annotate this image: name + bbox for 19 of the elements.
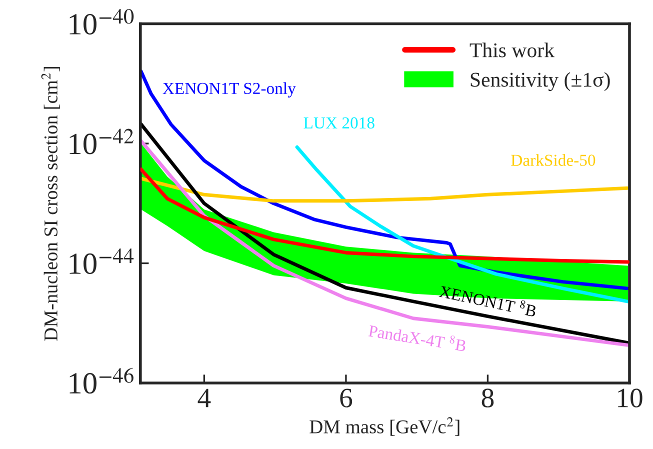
y-tick-label: 10$^{−44}$ bbox=[70, 248, 134, 274]
line-series bbox=[140, 176, 630, 203]
series-label: XENON1T S2-only bbox=[162, 82, 296, 98]
legend-label: Sensitivity (±1σ) bbox=[470, 72, 610, 92]
x-tick-label: 8 bbox=[482, 388, 494, 408]
series-label: LUX 2018 bbox=[304, 117, 374, 129]
x-axis-title: DM mass [GeV/c$^{2}$] bbox=[310, 417, 460, 436]
series-label: DarkSide-50 bbox=[511, 154, 596, 166]
line-series bbox=[140, 168, 630, 264]
y-tick-label: 10$^{−40}$ bbox=[70, 9, 134, 35]
y-tick-label: 10$^{−46}$ bbox=[70, 368, 134, 394]
x-tick-label: 4 bbox=[198, 388, 211, 408]
legend-label: This work bbox=[470, 42, 555, 58]
text: XENON1T $^{8}$B bbox=[438, 283, 538, 318]
x-tick-label: 10 bbox=[618, 388, 642, 408]
y-tick-label: 10$^{−42}$ bbox=[70, 128, 134, 154]
text: PandaX-4T $^{8}$B bbox=[368, 322, 467, 352]
x-tick-label: 6 bbox=[340, 388, 352, 408]
y-axis-title: DM-nucleon SI cross section [cm$^{2}$] bbox=[41, 67, 60, 341]
